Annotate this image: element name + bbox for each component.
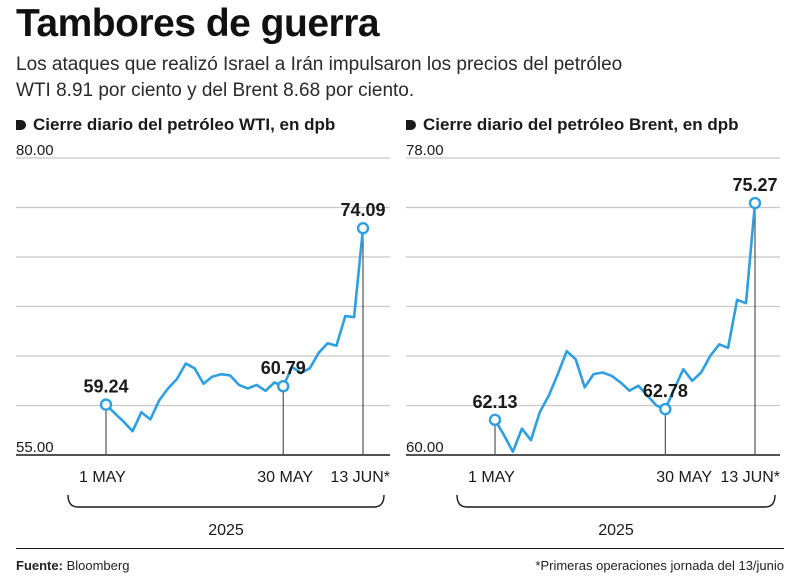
brent-panel-label: Cierre diario del petróleo Brent, en dpb bbox=[406, 115, 739, 135]
wti-panel-label: Cierre diario del petróleo WTI, en dpb bbox=[16, 115, 335, 135]
year-label: 2025 bbox=[208, 522, 244, 539]
y-tick-label: 60.00 bbox=[406, 439, 444, 456]
x-tick-label: 1 MAY bbox=[79, 469, 126, 486]
y-tick-label: 80.00 bbox=[16, 142, 54, 159]
bullet-icon bbox=[16, 120, 26, 130]
data-point-marker bbox=[356, 222, 370, 235]
data-label: 75.27 bbox=[732, 175, 777, 195]
x-tick-label: 30 MAY bbox=[257, 469, 313, 486]
footnote: *Primeras operaciones jornada del 13/jun… bbox=[535, 558, 784, 573]
data-label: 62.13 bbox=[472, 392, 517, 412]
data-label: 62.78 bbox=[643, 381, 688, 401]
series-line bbox=[493, 202, 757, 453]
x-tick-label: 30 MAY bbox=[656, 469, 712, 486]
wti-chart-title: Cierre diario del petróleo WTI, en dpb bbox=[33, 115, 336, 134]
wti-chart: 80.00 55.00 59.24 60.79 74.09 1 MAY 30 MAY 13 J… bbox=[16, 142, 390, 539]
series-line bbox=[105, 228, 365, 433]
source-note: Fuente: Bloomberg bbox=[16, 558, 129, 573]
brent-chart-title: Cierre diario del petróleo Brent, en dpb bbox=[423, 115, 739, 134]
chart-subtitle: Los ataques que realizó Israel a Irán im… bbox=[16, 54, 623, 101]
data-point-marker bbox=[99, 398, 113, 411]
year-label: 2025 bbox=[598, 522, 634, 539]
bullet-icon bbox=[406, 120, 416, 130]
year-bracket bbox=[456, 494, 776, 508]
data-label: 74.09 bbox=[340, 200, 385, 220]
x-tick-label: 13 JUN* bbox=[330, 469, 390, 486]
data-point-marker bbox=[488, 413, 502, 427]
data-point-marker bbox=[659, 402, 672, 416]
brent-chart: 78.00 60.00 62.13 62.78 75.27 1 MAY 30 MAY 13 J… bbox=[406, 142, 780, 539]
year-bracket bbox=[67, 494, 385, 508]
x-tick-label: 1 MAY bbox=[468, 469, 515, 486]
source-label: Fuente: bbox=[16, 558, 63, 573]
footer-rule bbox=[16, 548, 784, 549]
chart-title: Tambores de guerra bbox=[16, 2, 380, 45]
data-point-marker bbox=[748, 196, 762, 210]
data-label: 60.79 bbox=[261, 358, 306, 378]
y-tick-label: 55.00 bbox=[16, 439, 54, 456]
y-tick-label: 78.00 bbox=[406, 142, 444, 159]
source-name: Bloomberg bbox=[66, 558, 130, 573]
data-point-marker bbox=[277, 380, 290, 393]
x-tick-label: 13 JUN* bbox=[720, 469, 780, 486]
data-label: 59.24 bbox=[83, 377, 128, 397]
